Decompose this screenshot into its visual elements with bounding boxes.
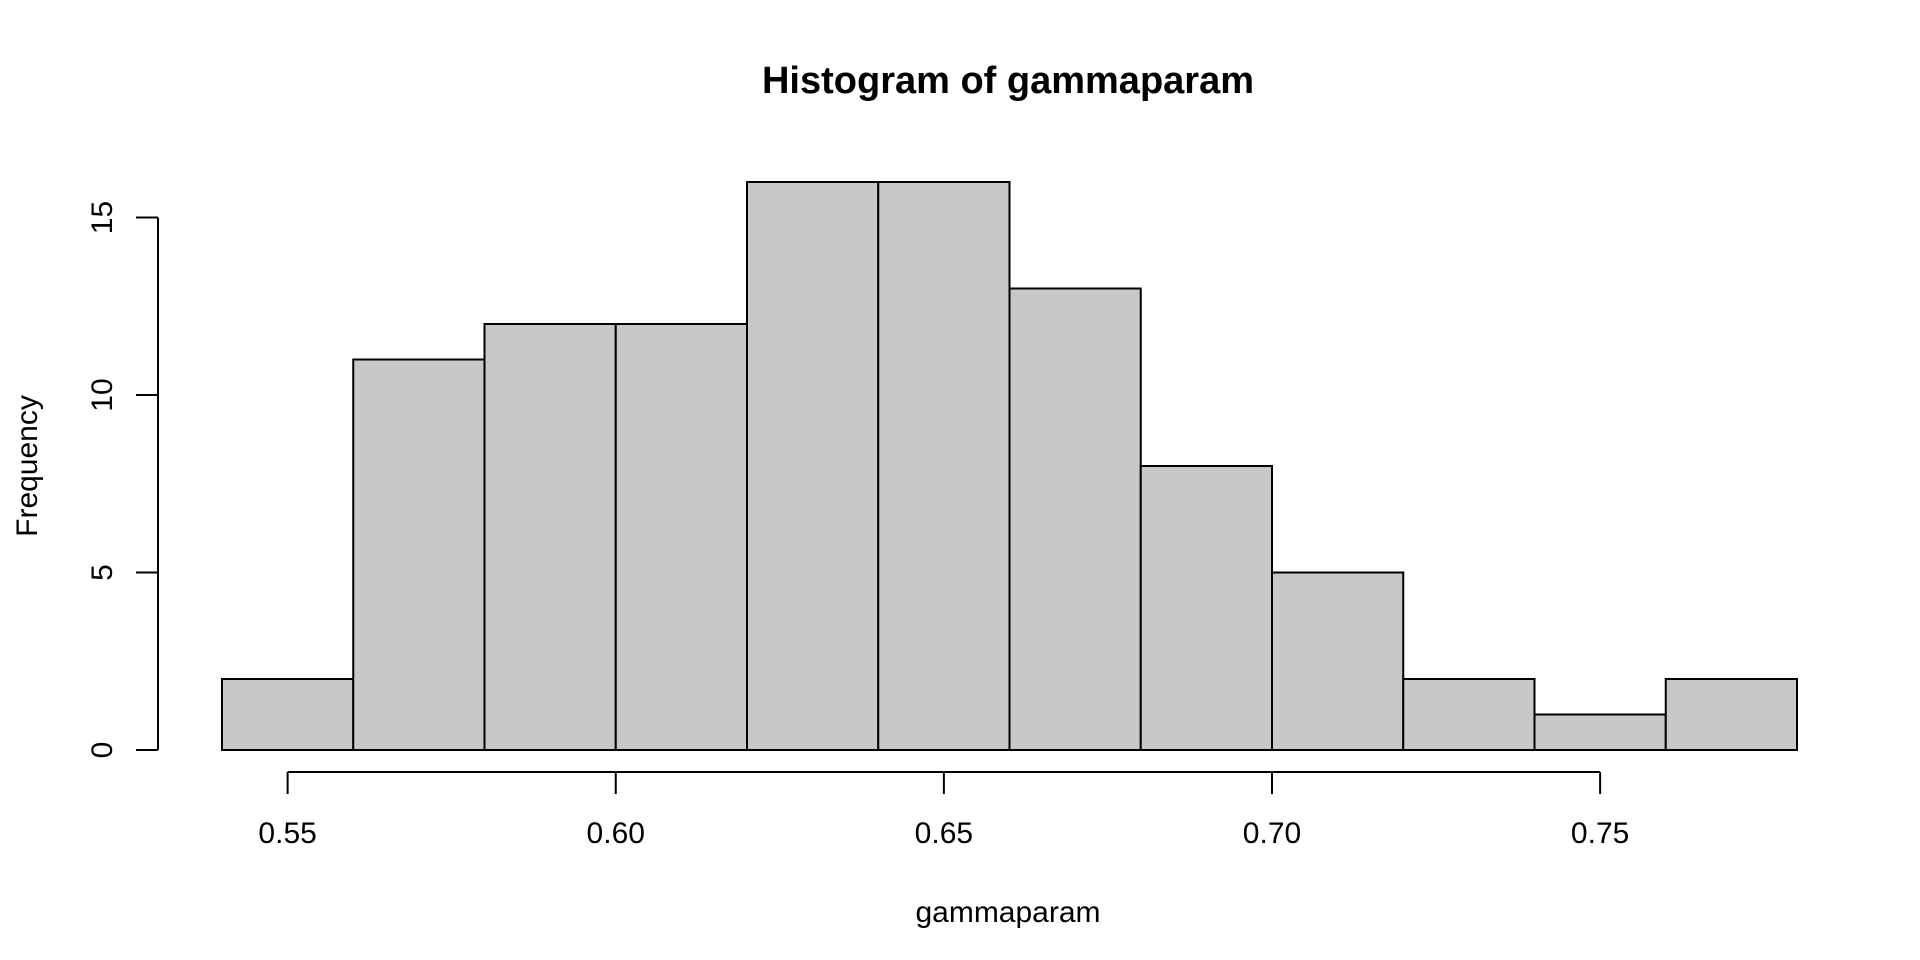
y-tick-label: 5 xyxy=(86,564,119,581)
histogram-bar-6 xyxy=(877,181,1011,751)
histogram-bar-2 xyxy=(352,358,486,751)
histogram-bar-9 xyxy=(1271,571,1405,751)
histogram-bar-5 xyxy=(746,181,880,751)
histogram-bar-3 xyxy=(483,323,617,751)
histogram-bar-4 xyxy=(614,323,748,751)
x-tick-label: 0.70 xyxy=(1243,817,1301,850)
x-tick-label: 0.65 xyxy=(915,817,973,850)
y-tick-label: 10 xyxy=(86,378,119,411)
histogram-bar-1 xyxy=(221,678,355,751)
bars-group xyxy=(221,181,1798,751)
chart-title: Histogram of gammaparam xyxy=(762,60,1254,102)
histogram-bar-11 xyxy=(1533,713,1667,751)
histogram-bar-8 xyxy=(1139,465,1273,751)
histogram-bar-10 xyxy=(1402,678,1536,751)
x-axis-label: gammaparam xyxy=(915,896,1100,929)
x-axis: 0.55 0.60 0.65 0.70 0.75 xyxy=(258,771,1629,850)
y-tick-label: 15 xyxy=(86,201,119,234)
y-axis: 0 5 10 15 xyxy=(86,201,159,759)
y-tick-label: 0 xyxy=(86,742,119,759)
y-axis-label: Frequency xyxy=(11,395,44,537)
histogram-bar-12 xyxy=(1664,678,1798,751)
histogram-bar-7 xyxy=(1008,287,1142,751)
x-tick-label: 0.55 xyxy=(258,817,316,850)
x-tick-label: 0.75 xyxy=(1571,817,1629,850)
x-tick-label: 0.60 xyxy=(587,817,645,850)
